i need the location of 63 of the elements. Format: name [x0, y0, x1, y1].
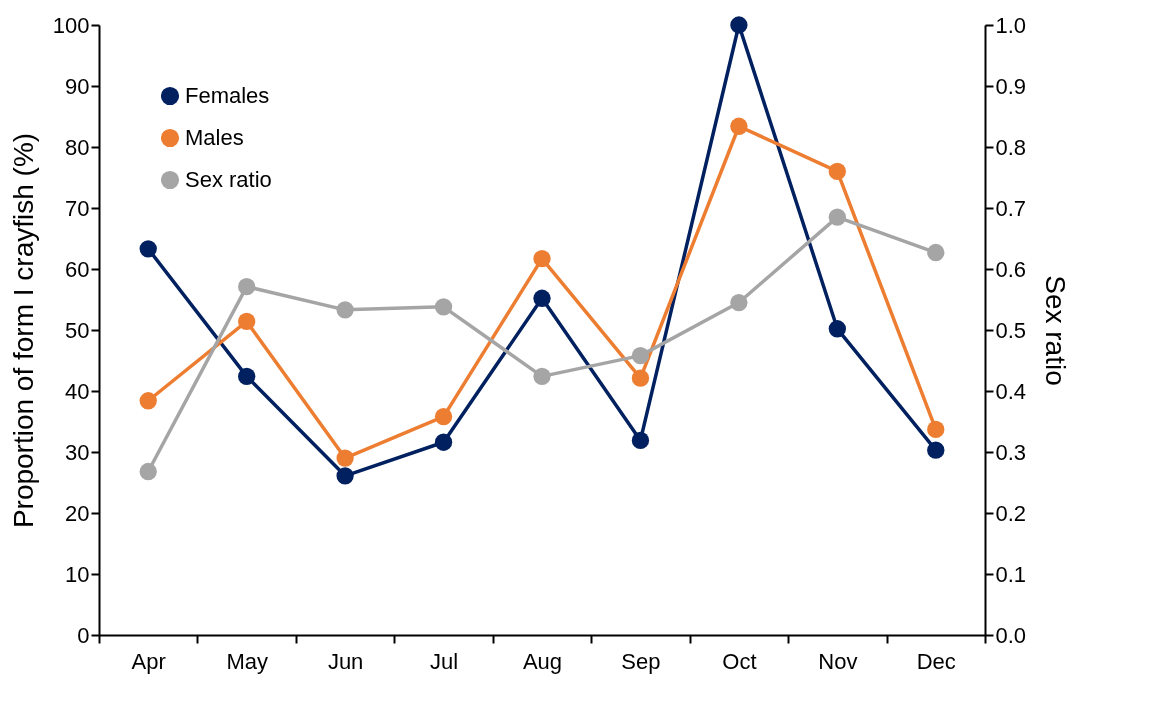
x-tick-label: Jun [327, 648, 364, 674]
point [730, 117, 748, 135]
point [927, 441, 945, 459]
y-tick-label: 20 [65, 500, 90, 526]
point [828, 320, 846, 338]
y2-tick-label: 0.9 [995, 73, 1027, 99]
point [533, 289, 551, 307]
point [828, 208, 846, 226]
point [533, 367, 551, 385]
point [730, 293, 748, 312]
legend-label: Sex ratio [185, 167, 272, 192]
point [139, 392, 157, 410]
point [927, 420, 945, 439]
y-tick-label: 70 [65, 195, 90, 221]
y-axis-title: Proportion of form I crayfish (%) [7, 132, 39, 529]
point [139, 240, 157, 258]
y2-tick-label: 0.1 [995, 561, 1027, 587]
point [828, 162, 846, 181]
y2-tick-label: 0.3 [995, 439, 1027, 465]
y-tick-label: 30 [65, 439, 90, 465]
y2-tick-label: 1.0 [995, 12, 1027, 38]
x-tick-label: Oct [722, 648, 757, 674]
y2-axis-title: Sex ratio [1040, 275, 1072, 386]
x-tick-label: Apr [131, 648, 166, 674]
y-tick-label: 80 [65, 134, 90, 160]
y2-tick-label: 0.4 [995, 378, 1027, 404]
point [238, 278, 256, 296]
point [434, 433, 453, 451]
y-tick-label: 90 [65, 73, 90, 99]
x-tick-label: Aug [522, 648, 563, 674]
y-tick-label: 100 [52, 12, 90, 38]
y2-tick-label: 0.0 [995, 622, 1027, 648]
y2-tick-label: 0.8 [995, 134, 1027, 160]
y-tick-label: 10 [65, 561, 90, 587]
x-tick-label: Nov [818, 648, 858, 674]
point [631, 346, 650, 365]
point [336, 301, 354, 319]
point [927, 243, 945, 262]
y2-tick-label: 0.6 [995, 256, 1027, 282]
y-tick-label: 60 [65, 256, 90, 282]
y-tick-label: 40 [65, 378, 90, 404]
legend-label: Males [185, 125, 244, 150]
point [631, 431, 650, 450]
y-tick-label: 50 [65, 317, 90, 343]
point [238, 312, 256, 331]
point [336, 467, 354, 485]
y2-tick-label: 0.7 [995, 195, 1027, 221]
point [730, 16, 748, 34]
y2-tick-label: 0.2 [995, 500, 1027, 526]
y2-tick-label: 0.5 [995, 317, 1027, 343]
x-tick-label: Sep [621, 648, 661, 674]
point [434, 298, 453, 316]
y-tick-label: 0 [77, 622, 90, 648]
point [434, 407, 453, 426]
point [238, 367, 256, 385]
x-tick-label: Jul [429, 648, 459, 674]
point [631, 369, 650, 387]
legend-label: Females [185, 83, 270, 108]
point [336, 449, 354, 467]
point [533, 249, 551, 268]
x-tick-label: May [226, 648, 268, 674]
point [139, 462, 157, 481]
x-tick-label: Dec [916, 648, 956, 674]
